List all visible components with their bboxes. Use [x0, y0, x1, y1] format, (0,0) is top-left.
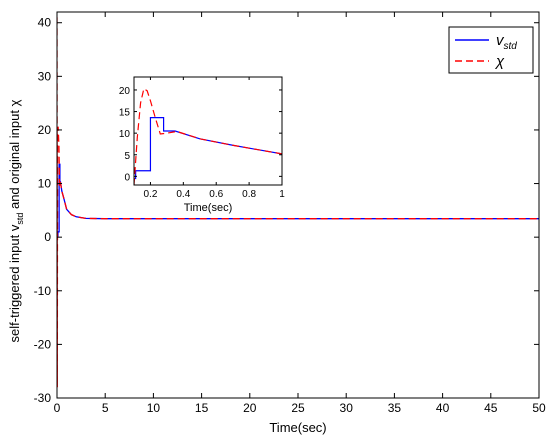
- y-axis-label-subscript: std: [15, 213, 25, 225]
- inset-axes-frame: [133, 76, 283, 186]
- main-x-tick-label: 25: [291, 401, 305, 415]
- main-x-tick-label: 40: [436, 401, 450, 415]
- main-y-tick-label: 0: [44, 230, 51, 244]
- legend-label-main: χ: [494, 53, 505, 70]
- inset-x-tick-label: 0.4: [176, 189, 190, 200]
- legend-label-1: χ: [494, 53, 505, 70]
- main-plot-background: [57, 12, 539, 398]
- inset-x-tick-label: 0.6: [209, 189, 223, 200]
- y-axis-label: self-triggered input vstd and original i…: [7, 99, 25, 342]
- inset-series-1-line: [134, 87, 282, 185]
- main-x-tick-label: 10: [147, 401, 161, 415]
- main-y-tick-label: -20: [34, 337, 52, 351]
- inset-plot-background: [134, 77, 282, 185]
- main-y-tick-label: 10: [38, 177, 52, 191]
- main-x-tick-label: 20: [243, 401, 257, 415]
- inset-x-tick-label: 1: [279, 189, 285, 200]
- main-x-tick-label: 5: [102, 401, 109, 415]
- main-series-1-line: [57, 17, 539, 388]
- legend-label-subscript: std: [504, 41, 518, 52]
- y-axis-label-suffix: and original input χ: [7, 99, 22, 212]
- main-x-tick-label: 15: [195, 401, 209, 415]
- inset-y-tick-label: 10: [119, 129, 131, 140]
- main-series-group: [57, 17, 539, 388]
- inset-y-tick-label: 20: [119, 86, 131, 97]
- main-y-tick-label: -10: [34, 284, 52, 298]
- main-x-tick-label: 45: [484, 401, 498, 415]
- inset-x-tick-label: 0.2: [143, 189, 157, 200]
- main-x-tick-label: 50: [532, 401, 546, 415]
- main-y-tick-label: -30: [34, 391, 52, 405]
- inset-series-group: [134, 87, 282, 185]
- y-axis-label-prefix: self-triggered input v: [7, 224, 22, 342]
- main-y-tick-label: 30: [38, 69, 52, 83]
- inset-y-tick-label: 0: [124, 172, 130, 183]
- inset-x-axis-label: Time(sec): [184, 202, 232, 214]
- main-x-tick-label: 35: [388, 401, 402, 415]
- legend-label-main: v: [496, 32, 505, 49]
- legend-label-0: vstd: [496, 32, 517, 52]
- inset-y-tick-label: 15: [119, 108, 131, 119]
- inset-y-tick-label: 5: [124, 151, 130, 162]
- main-y-tick-label: 20: [38, 123, 52, 137]
- x-axis-label: Time(sec): [269, 420, 326, 435]
- main-y-tick-label: 40: [38, 16, 52, 30]
- legend-box: [448, 26, 534, 74]
- main-x-tick-label: 30: [340, 401, 354, 415]
- main-x-tick-label: 0: [54, 401, 61, 415]
- inset-x-tick-label: 0.8: [242, 189, 256, 200]
